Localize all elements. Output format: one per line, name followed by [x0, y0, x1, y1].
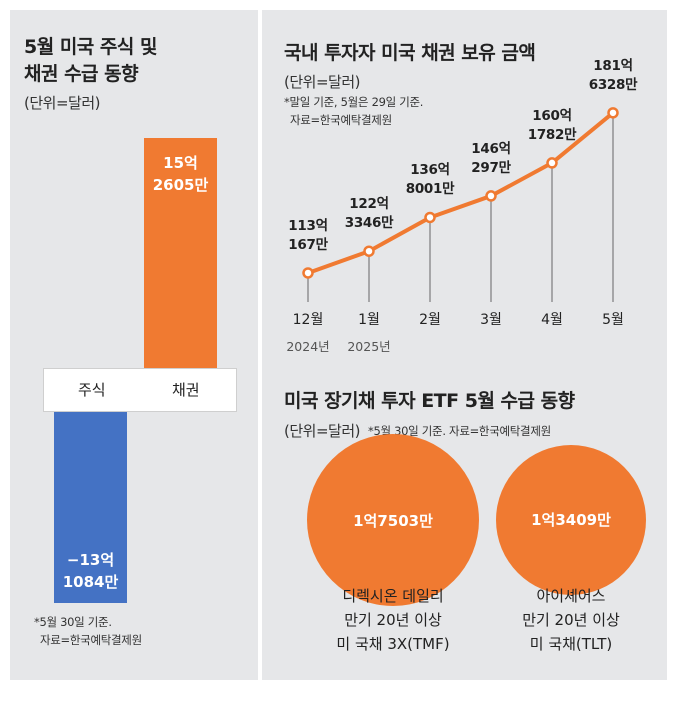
left-note-line2: 자료=한국예탁결제원 — [40, 633, 142, 647]
etf-chart-note: *5월 30일 기준. 자료=한국예탁결제원 — [368, 424, 551, 438]
category-legend: 주식 채권 — [43, 368, 237, 412]
etf-chart-unit: (단위=달러) — [284, 422, 360, 440]
data-point-1 — [363, 245, 375, 257]
line-chart-note-line2: 자료=한국예탁결제원 — [290, 113, 392, 127]
data-label-3-line1: 146억 — [471, 140, 511, 157]
left-note-line1: *5월 30일 기준. — [34, 615, 112, 629]
etf-name-tmf-line2: 만기 20년 이상 — [344, 611, 442, 629]
data-label-5-line2: 6328만 — [588, 76, 638, 93]
bar-label-stock-line2: 1084만 — [62, 572, 119, 591]
data-label-2: 136억 8001만 — [395, 161, 465, 199]
left-unit: (단위=달러) — [24, 94, 100, 112]
category-label-stock: 주식 — [78, 381, 106, 399]
etf-name-tmf: 디렉시온 데일리 만기 20년 이상 미 국채 3X(TMF) — [308, 584, 478, 656]
x-tick-label-4: 4월 — [541, 312, 563, 328]
bar-stock — [54, 388, 127, 603]
bar-label-stock: −13억 1084만 — [54, 549, 127, 593]
data-label-4: 160억 1782만 — [517, 107, 587, 145]
data-label-1-line1: 122억 — [349, 196, 389, 213]
data-label-2-line1: 136억 — [410, 162, 450, 179]
data-point-0 — [302, 267, 314, 279]
data-label-0-line1: 113억 — [288, 217, 328, 234]
bar-bond — [144, 138, 217, 388]
x-year-label-0: 2024년 — [286, 339, 330, 354]
etf-name-tlt-line2: 만기 20년 이상 — [522, 611, 620, 629]
x-year-label-1: 2025년 — [347, 339, 391, 354]
data-point-3 — [485, 190, 497, 202]
etf-name-tmf-line1: 디렉시온 데일리 — [342, 587, 444, 605]
left-panel: 5월 미국 주식 및 채권 수급 동향 (단위=달러) −13억 1084만 1… — [10, 10, 258, 680]
right-panel: 국내 투자자 미국 채권 보유 금액 (단위=달러) *말일 기준, 5월은 2… — [262, 10, 667, 680]
bar-label-bond-line1: 15억 — [163, 154, 198, 172]
x-tick-label-0: 12월 — [292, 312, 324, 328]
data-label-3: 146억 297만 — [456, 140, 526, 178]
left-title-line2: 채권 수급 동향 — [24, 63, 139, 85]
category-label-bond: 채권 — [172, 381, 200, 399]
bar-label-stock-line1: −13억 — [66, 550, 115, 569]
line-chart-unit: (단위=달러) — [284, 73, 360, 91]
data-point-4 — [546, 157, 558, 169]
data-label-2-line2: 8001만 — [405, 181, 455, 198]
etf-name-tmf-line3: 미 국채 3X(TMF) — [336, 635, 450, 653]
data-label-5-line1: 181억 — [593, 57, 633, 74]
x-tick-label-2: 2월 — [419, 312, 441, 328]
etf-bubble-tlt: 1억3409만 — [495, 444, 647, 596]
bar-label-bond: 15억 2605만 — [144, 152, 217, 196]
etf-chart-title: 미국 장기채 투자 ETF 5월 수급 동향 — [284, 390, 575, 412]
data-label-1-line2: 3346만 — [344, 215, 394, 232]
data-point-5 — [607, 107, 619, 119]
etf-name-tlt-line1: 아이셰어스 — [536, 587, 606, 605]
data-label-3-line2: 297만 — [471, 159, 511, 176]
x-tick-label-1: 1월 — [358, 312, 380, 328]
line-chart — [302, 107, 619, 302]
bar-label-bond-line2: 2605만 — [152, 176, 209, 194]
data-label-4-line2: 1782만 — [527, 126, 577, 143]
data-label-4-line1: 160억 — [532, 107, 572, 124]
data-label-1: 122억 3346만 — [334, 195, 404, 233]
data-point-2 — [424, 211, 436, 224]
data-label-5: 181억 6328만 — [578, 57, 648, 95]
left-title-line1: 5월 미국 주식 및 — [24, 36, 157, 58]
etf-name-tlt-line3: 미 국채(TLT) — [529, 635, 613, 653]
line-chart-note-line1: *말일 기준, 5월은 29일 기준. — [284, 95, 424, 109]
etf-bubble-tmf: 1억7503만 — [307, 434, 479, 606]
x-tick-label-5: 5월 — [602, 312, 624, 328]
data-label-0: 113억 167만 — [273, 217, 343, 255]
x-tick-label-3: 3월 — [480, 312, 502, 328]
line-chart-title: 국내 투자자 미국 채권 보유 금액 — [284, 42, 536, 64]
series-line — [307, 111, 615, 275]
data-label-0-line2: 167만 — [288, 236, 328, 253]
etf-name-tlt: 아이셰어스 만기 20년 이상 미 국채(TLT) — [486, 584, 656, 656]
